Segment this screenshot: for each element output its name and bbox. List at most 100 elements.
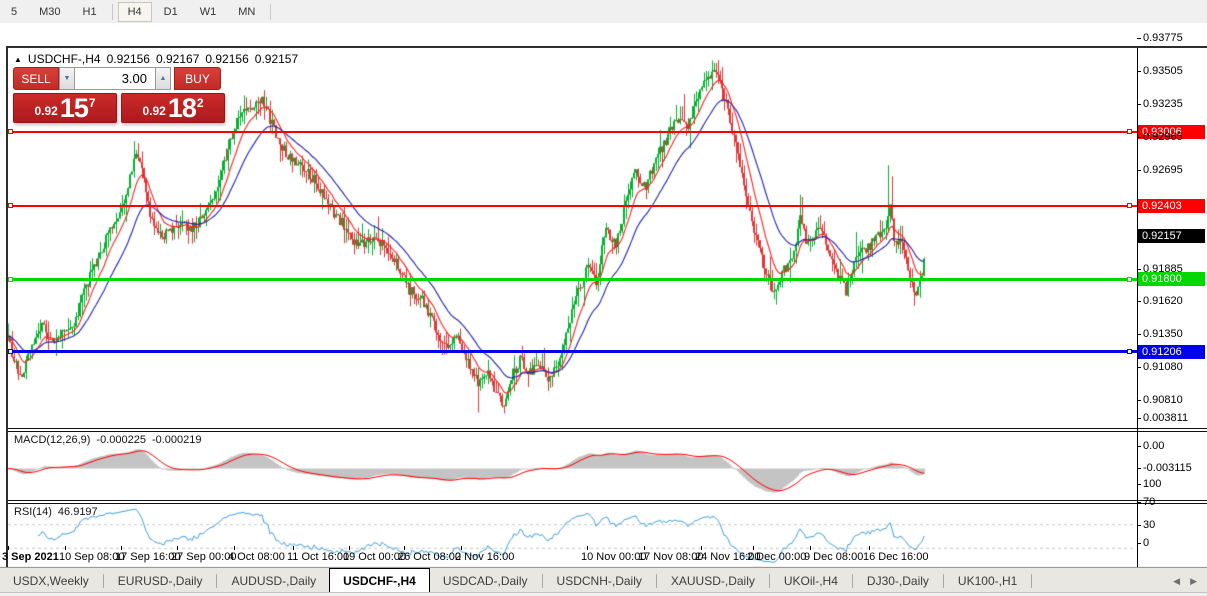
price-label-0.93006: 0.93006 (1138, 124, 1205, 139)
chart-frame-top (6, 46, 1207, 48)
volume-decrease-button[interactable]: ▼ (59, 67, 75, 90)
timeframe-5[interactable]: 5 (11, 5, 18, 18)
price-label-0.91800: 0.91800 (1138, 272, 1205, 287)
toolbar-separator (270, 3, 272, 20)
line-handle[interactable] (8, 349, 13, 355)
price-axis-line (1137, 48, 1138, 569)
chart-tab-uk100-h1[interactable]: UK100-,H1 (957, 574, 1018, 588)
date-tick-mark (869, 546, 870, 550)
current-price-label: 0.92157 (1138, 228, 1205, 243)
tab-separator (541, 574, 543, 588)
date-tick-mark (701, 546, 702, 550)
pane-separator-macd[interactable] (8, 428, 1207, 432)
price-tick-mark (1137, 400, 1141, 401)
macd-axis-label: 0.00 (1143, 439, 1165, 452)
tab-separator (768, 574, 770, 588)
chart-tab-usdx-weekly[interactable]: USDX,Weekly (13, 574, 89, 588)
date-tick-mark (349, 546, 350, 550)
date-tick-label: 10 Nov 00:00 (581, 551, 647, 563)
horizontal-line-0.92403[interactable] (8, 203, 1137, 208)
ohlc-high: 0.92167 (155, 52, 200, 66)
date-tick-mark (644, 546, 645, 550)
bid-main-digits: 15 (59, 93, 89, 123)
timeframe-h4[interactable]: H4 (117, 1, 152, 22)
macd-indicator-label: MACD(12,26,9) -0.000225 -0.000219 (14, 434, 202, 446)
price-tick-mark (1137, 334, 1141, 336)
horizontal-line-0.93006[interactable] (8, 129, 1137, 135)
rsi-tick-mark (1137, 525, 1141, 527)
macd-name: MACD(12,26,9) (14, 434, 91, 446)
price-tick-label: 0.93775 (1143, 32, 1183, 44)
toolbar-separator (111, 3, 113, 20)
bid-prefix: 0.92 (34, 104, 58, 118)
ohlc-close: 0.92157 (254, 52, 299, 66)
date-tick-label: 24 Nov 16:00 (695, 551, 761, 563)
tab-separator (1031, 574, 1033, 588)
line-handle[interactable] (8, 276, 13, 282)
date-tick-mark (8, 546, 9, 550)
collapse-triangle-icon[interactable]: ▲ (14, 54, 22, 64)
volume-increase-button[interactable]: ▲ (155, 67, 171, 90)
price-tick-mark (1137, 70, 1141, 72)
status-strip (0, 592, 1207, 596)
timeframe-m30[interactable]: M30 (39, 5, 61, 18)
date-tick-label: 3 Sep 2021 (2, 551, 59, 563)
line-handle[interactable] (1127, 349, 1132, 355)
line-handle[interactable] (8, 203, 13, 208)
volume-input[interactable] (75, 67, 155, 90)
chart-tab-usdcnh-daily[interactable]: USDCNH-,Daily (556, 574, 642, 588)
chart-tab-xauusd-daily[interactable]: XAUUSD-,Daily (670, 574, 755, 588)
buy-button[interactable]: BUY (174, 67, 221, 90)
price-tick-mark (1137, 169, 1141, 171)
tab-scroll-left-icon[interactable]: ◀ (1173, 576, 1181, 586)
tab-separator (942, 574, 944, 588)
chart-tab-audusd-daily[interactable]: AUDUSD-,Daily (231, 574, 317, 588)
tab-scroll-right-icon[interactable]: ▶ (1190, 576, 1197, 586)
date-tick-label: 4 Oct 08:00 (228, 551, 285, 563)
pane-separator-rsi[interactable] (8, 500, 1207, 504)
timeframe-w1[interactable]: W1 (199, 5, 217, 18)
price-tick-mark (1137, 103, 1141, 105)
line-handle[interactable] (8, 129, 13, 135)
price-tick-label: 0.92695 (1143, 163, 1183, 176)
rsi-pane-canvas[interactable] (4, 503, 1136, 567)
line-handle[interactable] (1127, 276, 1132, 282)
tab-separator (216, 574, 218, 588)
date-tick-mark (177, 546, 178, 550)
timeframe-d1[interactable]: D1 (163, 5, 178, 18)
chart-tab-ukoil-h4[interactable]: UKOil-,H4 (783, 574, 838, 588)
chart-tab-usdcad-daily[interactable]: USDCAD-,Daily (442, 574, 528, 588)
sell-button[interactable]: SELL (13, 67, 59, 90)
horizontal-line-0.91800[interactable] (8, 276, 1137, 282)
bid-quote-box[interactable]: 0.92 15 7 (13, 93, 117, 123)
rsi-axis-label: 70 (1143, 495, 1156, 508)
price-tick-label: 0.93235 (1143, 97, 1183, 110)
date-tick-mark (121, 546, 122, 550)
ask-quote-box[interactable]: 0.92 18 2 (121, 93, 225, 123)
price-tick-mark (1137, 136, 1141, 138)
macd-value-main: -0.000225 (96, 434, 146, 446)
line-handle[interactable] (1127, 203, 1132, 208)
chart-title: ▲ USDCHF-,H4 0.92156 0.92167 0.92156 0.9… (14, 52, 298, 66)
chart-tab-usdchf-h4[interactable]: USDCHF-,H4 (329, 568, 430, 592)
chart-tab-dj30-daily[interactable]: DJ30-,Daily (866, 574, 929, 588)
date-tick-mark (234, 546, 235, 550)
chart-tab-eurusd-daily[interactable]: EURUSD-,Daily (117, 574, 203, 588)
macd-pane-canvas[interactable] (4, 431, 1136, 500)
timeframe-h1[interactable]: H1 (82, 5, 97, 18)
chart-frame-left (6, 46, 8, 570)
ohlc-open: 0.92156 (106, 52, 150, 66)
macd-tick-mark (1137, 418, 1141, 419)
date-tick-mark (587, 546, 588, 550)
ohlc-low: 0.92156 (205, 52, 249, 66)
rsi-tick-mark (1137, 543, 1141, 544)
price-tick-label: 0.92965 (1143, 130, 1183, 143)
horizontal-line-0.91206[interactable] (8, 349, 1137, 355)
timeframe-toolbar: 5 M30 H1 H4 D1 W1 MN (0, 0, 1207, 23)
tab-separator (655, 574, 657, 588)
bid-pip-digit: 7 (88, 96, 96, 110)
date-tick-label: 26 Oct 08:00 (398, 551, 461, 563)
timeframe-mn[interactable]: MN (238, 5, 256, 18)
line-handle[interactable] (1127, 129, 1132, 135)
rsi-value: 46.9197 (57, 506, 98, 518)
